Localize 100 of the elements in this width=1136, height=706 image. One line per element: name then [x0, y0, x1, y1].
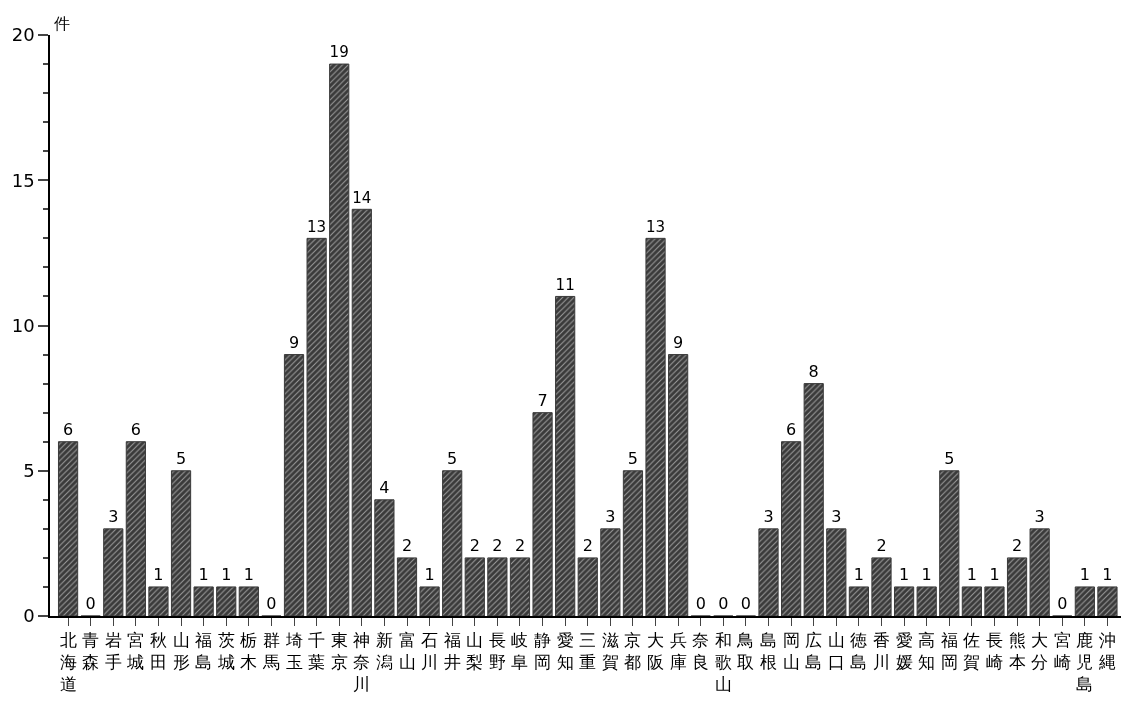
- bar: [464, 557, 485, 616]
- data-label: 8: [808, 361, 819, 381]
- data-label: 1: [921, 564, 932, 584]
- data-label: 5: [944, 448, 955, 468]
- data-label: 3: [605, 506, 616, 526]
- x-tick-label: 兵庫: [669, 630, 687, 673]
- bar: [57, 441, 79, 616]
- bar: [1006, 557, 1028, 616]
- bar: [374, 499, 395, 616]
- bar: [871, 557, 892, 616]
- x-tick-label: 宮城: [126, 630, 145, 673]
- x-tick-label: 沖縄: [1097, 630, 1116, 673]
- data-label: 14: [352, 188, 372, 207]
- data-label: 2: [876, 535, 887, 555]
- data-label: 0: [266, 594, 277, 613]
- x-tick-label: 鳥取: [736, 630, 755, 673]
- data-label: 1: [1102, 564, 1113, 584]
- data-label: 1: [1079, 564, 1090, 584]
- bar: [306, 237, 327, 616]
- x-tick-label: 茨城: [216, 630, 235, 673]
- data-label: 9: [673, 332, 684, 352]
- data-label: 2: [469, 535, 480, 555]
- bar: [1029, 528, 1050, 616]
- bar: [645, 237, 666, 616]
- x-tick-label: 宮崎: [1053, 630, 1071, 673]
- x-tick-label: 熊本: [1008, 630, 1026, 673]
- data-label: 6: [130, 419, 141, 439]
- bar: [170, 470, 192, 616]
- bar: [555, 295, 576, 616]
- bar: [758, 528, 779, 616]
- x-tick-label: 埼玉: [284, 630, 303, 673]
- bar: [1074, 586, 1095, 616]
- bar: [125, 441, 146, 616]
- x-tick-label: 神奈川: [353, 630, 371, 695]
- x-tick-label: 大阪: [647, 630, 665, 673]
- bar: [351, 208, 372, 616]
- bar: [893, 586, 915, 616]
- bar: [984, 586, 1005, 616]
- data-label: 0: [695, 594, 706, 613]
- x-tick-label: 山梨: [466, 630, 484, 673]
- data-label: 3: [763, 506, 774, 526]
- x-tick-label: 東京: [330, 630, 348, 673]
- bar: [803, 383, 824, 616]
- data-label: 1: [221, 564, 232, 584]
- x-tick-label: 岐阜: [511, 630, 529, 673]
- x-tick-label: 滋賀: [601, 630, 619, 673]
- y-tick-label: 20: [11, 24, 35, 46]
- x-tick-label: 高知: [918, 630, 936, 673]
- x-tick-label: 山口: [827, 630, 845, 673]
- data-label: 3: [831, 506, 842, 526]
- data-label: 11: [555, 275, 575, 294]
- data-label: 2: [1011, 535, 1023, 555]
- data-label: 5: [447, 448, 458, 468]
- data-label: 0: [740, 594, 752, 613]
- x-tick-label: 愛媛: [895, 630, 913, 673]
- bar: [577, 557, 598, 616]
- y-axis-title: 件: [54, 14, 70, 33]
- y-tick-label: 5: [23, 460, 35, 482]
- x-tick-label: 大分: [1031, 630, 1049, 673]
- x-tick-label: 長崎: [985, 630, 1003, 673]
- x-tick-label: 北海道: [59, 630, 77, 695]
- bar: [600, 528, 621, 616]
- bar: [283, 354, 305, 616]
- data-label: 1: [243, 564, 254, 584]
- bar: [396, 557, 418, 616]
- bar: [781, 441, 802, 616]
- bar: [329, 63, 350, 616]
- bar: [216, 586, 237, 616]
- data-label: 3: [108, 506, 119, 526]
- x-tick-label: 山形: [172, 630, 190, 673]
- bar: [668, 354, 689, 616]
- data-label: 1: [198, 564, 209, 584]
- bar: [848, 586, 869, 616]
- x-tick-label: 群馬: [261, 630, 280, 673]
- data-label: 13: [645, 217, 666, 236]
- x-tick-label: 広島: [805, 630, 823, 673]
- x-tick-label: 岩手: [104, 630, 122, 673]
- x-tick-label: 青森: [82, 630, 100, 673]
- bar: [487, 557, 508, 616]
- bar: [103, 528, 124, 616]
- x-tick-label: 奈良: [692, 630, 710, 673]
- data-label: 2: [492, 535, 503, 555]
- bar: [442, 470, 463, 616]
- bar: [238, 586, 259, 616]
- data-label: 1: [966, 564, 977, 584]
- x-tick-label: 鹿児島: [1076, 630, 1094, 695]
- x-tick-label: 長野: [488, 630, 506, 673]
- data-label: 0: [718, 594, 729, 613]
- x-tick-label: 岡山: [782, 630, 800, 673]
- bar: [622, 470, 644, 616]
- data-label: 4: [379, 477, 390, 497]
- bar: [939, 470, 960, 616]
- data-label: 0: [85, 594, 96, 613]
- data-label: 7: [537, 390, 548, 410]
- x-tick-label: 三重: [579, 630, 597, 673]
- x-tick-label: 秋田: [149, 630, 167, 673]
- x-tick-label: 福井: [443, 630, 461, 673]
- x-tick-label: 富山: [398, 630, 416, 673]
- bar: [509, 557, 531, 616]
- x-tick-label: 福島: [195, 630, 213, 673]
